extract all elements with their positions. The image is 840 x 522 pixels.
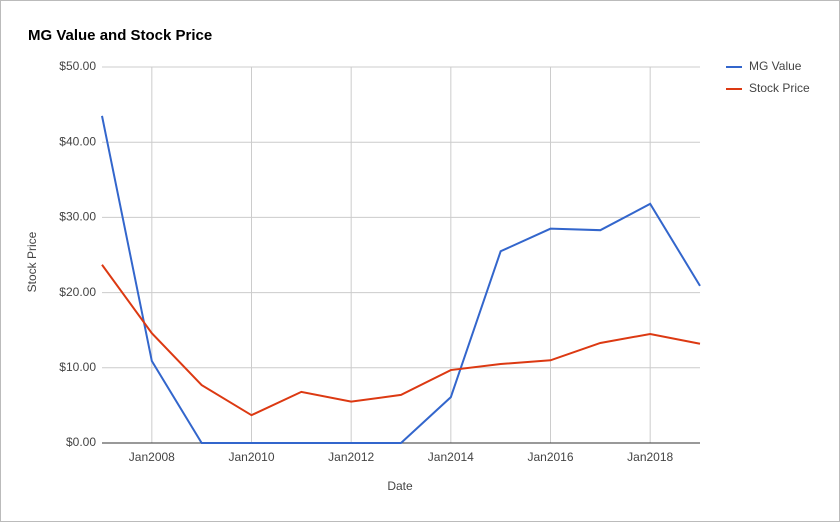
y-tick-label: $30.00 xyxy=(59,210,96,224)
x-tick-label: Jan2008 xyxy=(129,450,175,464)
x-axis-label: Date xyxy=(387,479,413,493)
legend-label: MG Value xyxy=(749,59,802,73)
series-line xyxy=(101,264,701,417)
x-tick-label: Jan2016 xyxy=(527,450,573,464)
x-tick-label: Jan2010 xyxy=(228,450,274,464)
legend-label: Stock Price xyxy=(749,81,810,95)
y-axis-label: Stock Price xyxy=(25,231,39,292)
x-tick-label: Jan2012 xyxy=(328,450,374,464)
y-tick-label: $0.00 xyxy=(66,435,96,449)
x-tick-label: Jan2018 xyxy=(627,450,673,464)
y-tick-label: $10.00 xyxy=(59,360,96,374)
y-tick-label: $40.00 xyxy=(59,134,96,148)
x-tick-label: Jan2014 xyxy=(428,450,474,464)
chart-title: MG Value and Stock Price xyxy=(28,27,212,44)
y-tick-label: $20.00 xyxy=(59,285,96,299)
series-line xyxy=(101,115,701,444)
y-tick-label: $50.00 xyxy=(59,59,96,73)
